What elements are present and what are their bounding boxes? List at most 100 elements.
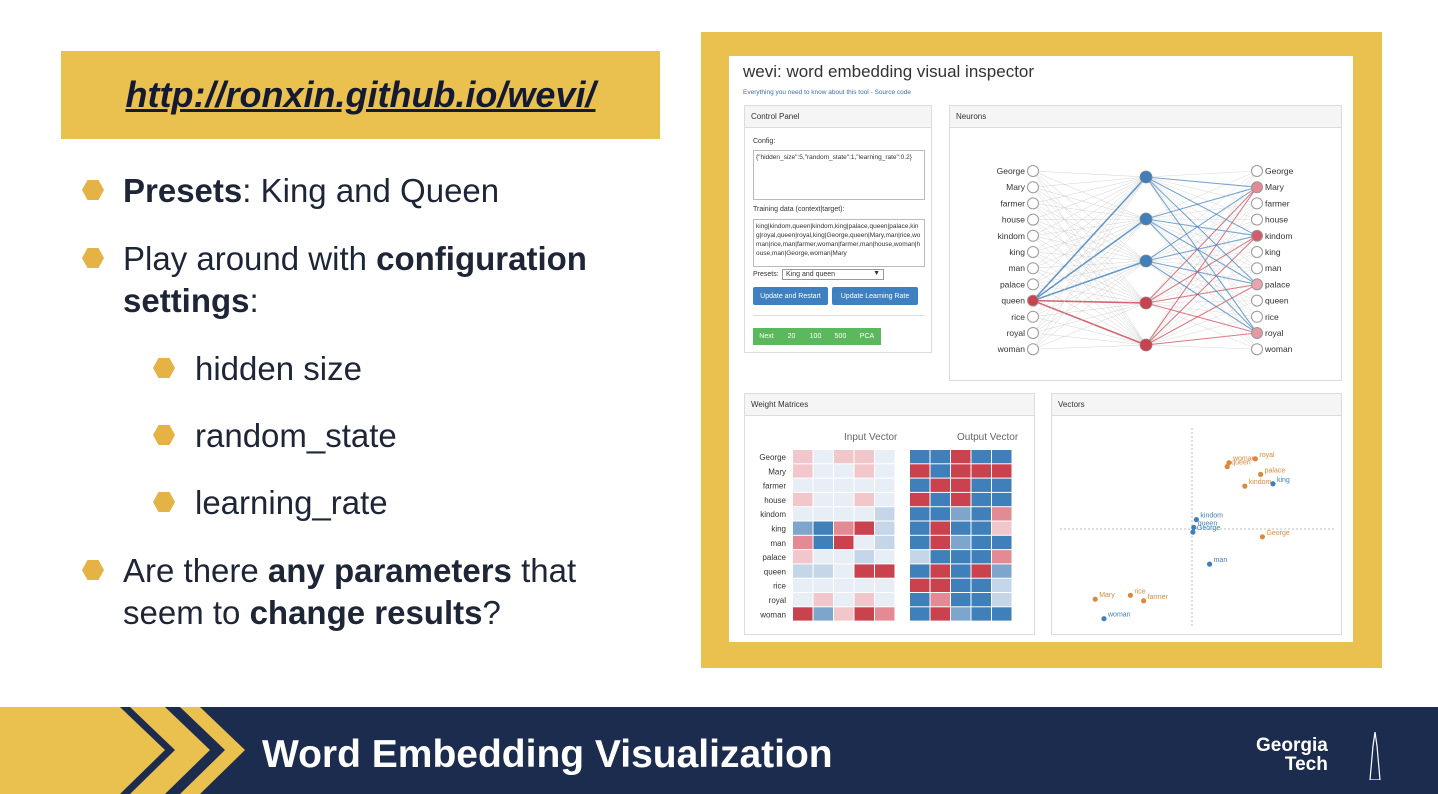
input-weight-cell (793, 507, 813, 521)
input-neuron[interactable] (1027, 181, 1039, 194)
matrix-row-label: royal (769, 596, 787, 605)
vector-point-label: man (1214, 557, 1228, 564)
input-weight-cell (854, 450, 874, 464)
update-restart-button[interactable]: Update and Restart (753, 287, 828, 305)
matrix-row-label: palace (762, 553, 786, 562)
input-word-label: kindom (998, 231, 1025, 241)
output-neuron[interactable] (1251, 327, 1263, 339)
sub-bullet-hex-icon (153, 358, 175, 378)
hidden-neuron[interactable] (1139, 212, 1153, 226)
input-word-label: house (1002, 215, 1025, 225)
hidden-neuron[interactable] (1139, 170, 1153, 184)
vector-point-label: palace (1265, 467, 1286, 474)
vector-point[interactable] (1259, 534, 1265, 540)
output-weight-cell (930, 607, 950, 621)
vector-point[interactable] (1252, 456, 1258, 462)
neuron-network: George George Mary Mary farmer farmer house hou… (997, 165, 1294, 356)
step-20-button[interactable]: 20 (780, 328, 803, 345)
vectors-panel: Vectors royal woman queen palace kindom king G… (1051, 393, 1342, 635)
vector-point[interactable] (1141, 598, 1147, 604)
input-edge (1032, 218, 1147, 302)
vector-point[interactable] (1207, 561, 1213, 567)
output-weight-cell (992, 578, 1012, 592)
output-weight-cell (971, 464, 991, 478)
input-weight-cell (834, 550, 854, 564)
vector-point[interactable] (1101, 616, 1107, 622)
input-weight-cell (854, 478, 874, 492)
output-neuron[interactable] (1251, 262, 1263, 275)
hidden-neuron[interactable] (1139, 296, 1153, 310)
input-neuron[interactable] (1027, 262, 1039, 275)
vector-point[interactable] (1224, 464, 1230, 470)
vector-point[interactable] (1190, 529, 1196, 535)
presets-select[interactable]: King and queen ▼ (782, 269, 884, 280)
input-weight-cell (854, 507, 874, 521)
vector-point[interactable] (1258, 471, 1264, 477)
hidden-neuron[interactable] (1139, 338, 1153, 352)
output-neuron[interactable] (1251, 310, 1263, 323)
output-weight-cell (971, 492, 991, 507)
input-edge (1032, 176, 1147, 204)
input-neuron[interactable] (1027, 229, 1039, 242)
config-textarea[interactable]: {"hidden_size":5,"random_state":1,"learn… (753, 150, 925, 200)
output-word-label: George (1265, 166, 1294, 176)
bullet-presets: Presets: King and Queen (123, 172, 500, 209)
vector-point[interactable] (1191, 524, 1197, 531)
input-neuron[interactable] (1027, 246, 1039, 258)
input-neuron[interactable] (1027, 197, 1039, 210)
output-edge (1145, 344, 1258, 350)
vector-point[interactable] (1193, 517, 1199, 523)
pca-button[interactable]: PCA (853, 328, 881, 345)
output-weight-cell (971, 550, 991, 564)
input-word-label: Mary (1006, 182, 1026, 192)
vectors-header: Vectors (1052, 394, 1341, 416)
output-neuron[interactable] (1251, 278, 1263, 291)
input-neuron[interactable] (1027, 310, 1039, 323)
output-weight-cell (910, 593, 930, 607)
input-neuron[interactable] (1027, 343, 1039, 356)
input-edge (1032, 218, 1147, 334)
output-neuron[interactable] (1251, 229, 1263, 242)
wevi-title: wevi: word embedding visual inspector (743, 62, 1035, 81)
output-weight-cell (930, 535, 950, 550)
update-learning-rate-button[interactable]: Update Learning Rate (832, 287, 918, 305)
output-word-label: rice (1265, 312, 1279, 322)
input-neuron[interactable] (1027, 165, 1039, 177)
next-button[interactable]: Next (753, 328, 780, 345)
input-edge (1032, 187, 1147, 346)
output-neuron[interactable] (1251, 246, 1263, 258)
input-weight-cell (875, 521, 895, 535)
step-100-button[interactable]: 100 (803, 328, 828, 345)
training-textarea[interactable]: king|kindom,queen|kindom,king|palace,que… (753, 219, 925, 267)
input-neuron[interactable] (1027, 213, 1039, 226)
output-neuron[interactable] (1251, 181, 1263, 194)
input-edge (1032, 176, 1147, 350)
neurons-header: Neurons (950, 106, 1341, 128)
vector-point[interactable] (1270, 481, 1276, 487)
output-word-label: queen (1265, 296, 1289, 306)
wevi-subtitle-link[interactable]: Everything you need to know about this t… (743, 89, 912, 96)
output-neuron[interactable] (1251, 165, 1263, 177)
output-edge (1145, 176, 1258, 334)
input-neuron[interactable] (1027, 294, 1039, 307)
input-weight-cell (834, 578, 854, 592)
hidden-neuron[interactable] (1139, 254, 1153, 268)
vector-point[interactable] (1226, 460, 1232, 466)
wevi-url-link[interactable]: http://ronxin.github.io/wevi/ (125, 74, 596, 115)
output-neuron[interactable] (1251, 213, 1263, 226)
output-weight-cell (951, 593, 971, 607)
input-word-label: farmer (1000, 198, 1025, 208)
output-neuron[interactable] (1251, 197, 1263, 210)
input-weight-cell (834, 464, 854, 478)
output-neuron[interactable] (1251, 343, 1263, 356)
output-weight-cell (951, 521, 971, 535)
step-500-button[interactable]: 500 (828, 328, 853, 345)
input-neuron[interactable] (1027, 327, 1039, 339)
output-edge (1145, 218, 1258, 301)
vector-point[interactable] (1242, 483, 1248, 489)
vector-point[interactable] (1127, 592, 1133, 598)
vector-point[interactable] (1092, 596, 1098, 602)
input-weight-cell (813, 535, 833, 550)
input-neuron[interactable] (1027, 278, 1039, 291)
output-neuron[interactable] (1251, 294, 1263, 307)
